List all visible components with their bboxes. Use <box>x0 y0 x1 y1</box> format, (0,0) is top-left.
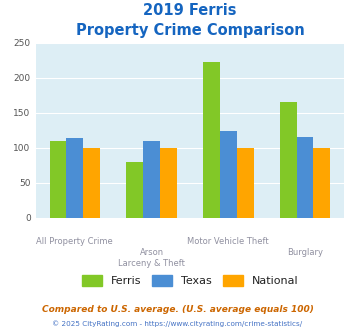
Bar <box>237 148 253 218</box>
Bar <box>296 137 313 218</box>
Bar <box>143 141 160 218</box>
Bar <box>126 162 143 218</box>
Text: Arson
Larceny & Theft: Arson Larceny & Theft <box>118 248 185 268</box>
Bar <box>220 131 237 218</box>
Text: Burglary: Burglary <box>287 248 323 257</box>
Bar <box>83 148 100 218</box>
Bar <box>313 148 330 218</box>
Text: All Property Crime: All Property Crime <box>37 237 113 246</box>
Bar <box>66 138 83 218</box>
Text: Compared to U.S. average. (U.S. average equals 100): Compared to U.S. average. (U.S. average … <box>42 305 313 314</box>
Bar <box>50 141 66 218</box>
Bar <box>203 62 220 218</box>
Title: 2019 Ferris
Property Crime Comparison: 2019 Ferris Property Crime Comparison <box>76 3 304 38</box>
Legend: Ferris, Texas, National: Ferris, Texas, National <box>77 271 303 291</box>
Text: Motor Vehicle Theft: Motor Vehicle Theft <box>187 237 269 246</box>
Bar <box>280 102 296 218</box>
Text: © 2025 CityRating.com - https://www.cityrating.com/crime-statistics/: © 2025 CityRating.com - https://www.city… <box>53 320 302 327</box>
Bar <box>160 148 177 218</box>
